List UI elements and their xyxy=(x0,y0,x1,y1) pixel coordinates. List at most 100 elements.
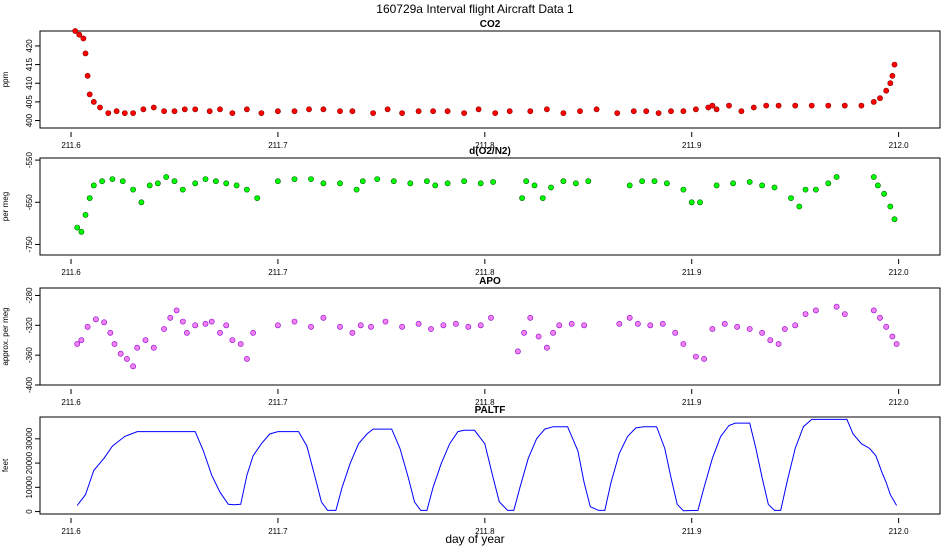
data-point xyxy=(568,320,575,327)
data-point xyxy=(154,180,161,187)
data-point xyxy=(146,182,153,189)
data-point xyxy=(243,106,250,113)
data-point xyxy=(337,180,343,187)
data-point xyxy=(713,182,720,189)
data-point xyxy=(461,110,467,116)
y-tick-label: 400 xyxy=(25,113,34,127)
data-point xyxy=(889,72,896,79)
data-point xyxy=(80,35,87,42)
data-point xyxy=(452,320,459,327)
data-point xyxy=(171,178,178,185)
data-point xyxy=(142,337,149,344)
data-point xyxy=(713,106,720,113)
x-tick-label: 211.7 xyxy=(268,398,288,407)
data-point xyxy=(672,329,679,336)
data-point xyxy=(105,110,112,116)
data-point xyxy=(202,176,209,182)
data-point xyxy=(138,199,145,206)
data-point xyxy=(291,108,298,115)
data-point xyxy=(212,178,219,185)
data-point xyxy=(74,341,81,347)
data-point xyxy=(730,180,736,187)
data-point xyxy=(161,108,167,115)
data-point xyxy=(274,322,281,329)
data-point xyxy=(465,323,472,330)
data-point xyxy=(179,186,186,193)
x-tick-label: 211.9 xyxy=(682,398,702,407)
data-point xyxy=(659,320,666,327)
x-tick-label: 211.7 xyxy=(268,141,288,150)
data-point xyxy=(841,311,848,317)
data-point xyxy=(74,224,81,231)
data-point xyxy=(78,337,85,344)
data-point xyxy=(337,108,343,115)
data-point xyxy=(577,108,583,115)
data-point xyxy=(359,178,366,185)
data-point xyxy=(306,106,312,113)
data-point xyxy=(639,178,645,185)
data-point xyxy=(746,179,753,185)
data-point xyxy=(763,102,770,109)
data-point xyxy=(887,203,894,210)
y-tick-label: 415 xyxy=(25,57,34,71)
x-tick-label: 212.0 xyxy=(889,398,910,407)
data-point xyxy=(150,344,157,351)
data-point xyxy=(274,108,281,115)
data-point xyxy=(746,326,753,332)
data-point xyxy=(875,182,881,189)
data-point xyxy=(192,106,199,113)
data-point xyxy=(870,174,877,180)
data-point xyxy=(384,106,391,113)
data-point xyxy=(163,174,170,180)
data-point xyxy=(390,178,397,185)
data-point xyxy=(726,102,732,109)
x-tick-label: 212.0 xyxy=(889,527,910,536)
data-point xyxy=(368,323,374,330)
data-point xyxy=(680,341,687,347)
data-point xyxy=(802,311,809,317)
data-point xyxy=(150,104,157,111)
data-point xyxy=(107,329,114,336)
x-tick-label: 211.7 xyxy=(268,527,288,536)
data-point xyxy=(90,182,97,189)
x-tick-label: 211.7 xyxy=(268,268,288,277)
x-tick-label: 211.8 xyxy=(475,527,495,536)
data-point xyxy=(548,184,554,191)
data-point xyxy=(399,323,405,330)
data-point xyxy=(877,95,883,102)
data-point xyxy=(461,178,467,185)
data-point xyxy=(775,341,782,347)
data-point xyxy=(887,80,894,87)
x-axis-label: day of year xyxy=(445,532,504,546)
data-point xyxy=(680,186,687,193)
data-point xyxy=(308,323,314,330)
panel-2: d(O2/N2) -750 -650 -550 per meg 211.6 211.7 211… xyxy=(1,146,941,277)
data-point xyxy=(243,355,250,362)
data-point xyxy=(870,99,877,105)
data-point xyxy=(858,102,865,109)
data-point xyxy=(130,186,136,193)
y-tick-label: 10000 xyxy=(25,476,34,499)
y-tick-label: 405 xyxy=(25,95,34,109)
data-point xyxy=(97,104,103,111)
data-point xyxy=(709,326,716,332)
data-point xyxy=(113,108,120,115)
data-point xyxy=(775,102,782,109)
data-point xyxy=(93,316,99,323)
data-point xyxy=(556,322,563,329)
y-tick-label: 420 xyxy=(25,39,34,53)
y-tick-label: 410 xyxy=(25,76,34,90)
data-point xyxy=(506,108,513,115)
data-point xyxy=(881,190,887,197)
data-point xyxy=(734,323,741,330)
data-point xyxy=(488,314,494,321)
data-point xyxy=(121,110,128,116)
data-point xyxy=(217,329,223,336)
data-point xyxy=(86,195,93,201)
x-tick-label: 211.9 xyxy=(682,268,702,277)
data-point xyxy=(544,344,550,351)
y-axis-label: feet xyxy=(1,458,10,472)
data-point xyxy=(171,108,178,115)
data-point xyxy=(320,106,327,113)
data-point xyxy=(788,195,794,201)
